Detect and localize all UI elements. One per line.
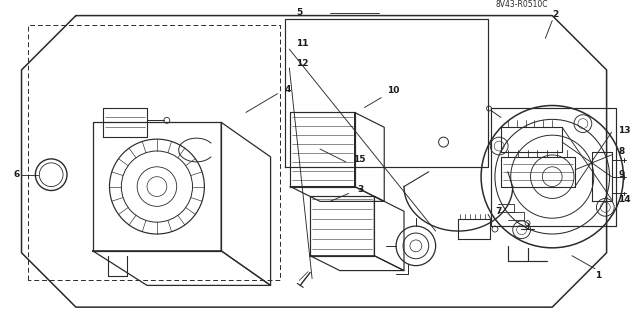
- Text: 1: 1: [595, 271, 601, 280]
- Text: 7: 7: [495, 207, 501, 216]
- Text: 4: 4: [284, 85, 291, 94]
- Text: 10: 10: [387, 86, 399, 95]
- Text: 15: 15: [353, 155, 365, 164]
- Text: 14: 14: [618, 195, 631, 204]
- Text: 8V43-R0510C: 8V43-R0510C: [496, 0, 548, 9]
- Text: 11: 11: [296, 39, 308, 48]
- Text: 12: 12: [296, 58, 308, 68]
- Text: 8: 8: [618, 147, 625, 157]
- Text: 6: 6: [13, 170, 20, 179]
- Text: 3: 3: [358, 185, 364, 194]
- Text: 9: 9: [618, 170, 625, 179]
- Text: 5: 5: [296, 8, 303, 17]
- Text: 13: 13: [618, 126, 631, 135]
- Text: 2: 2: [552, 10, 559, 19]
